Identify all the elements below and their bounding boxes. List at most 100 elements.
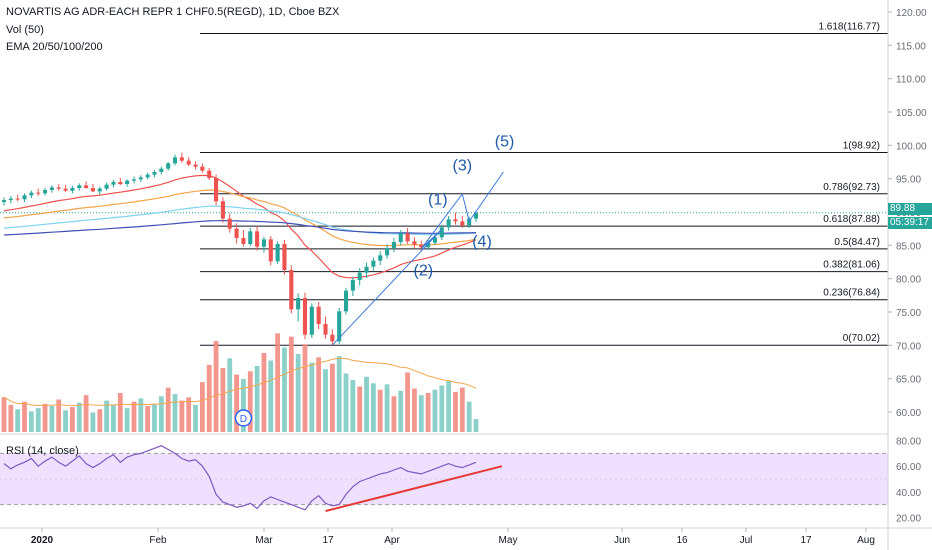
volume-bar bbox=[275, 333, 281, 432]
candle-body bbox=[63, 188, 68, 191]
price-tick-label: 85.00 bbox=[896, 241, 921, 252]
volume-bar bbox=[254, 365, 260, 432]
volume-bar bbox=[49, 406, 55, 432]
volume-bar bbox=[104, 400, 110, 432]
volume-bar bbox=[453, 391, 458, 432]
candle-body bbox=[337, 311, 342, 342]
candle-body bbox=[241, 238, 246, 244]
wave-label: (5) bbox=[495, 134, 515, 151]
volume-bar bbox=[473, 419, 479, 432]
volume-bar bbox=[391, 396, 397, 432]
candle-body bbox=[378, 255, 383, 261]
candle-body bbox=[172, 157, 178, 164]
time-tick-label: 16 bbox=[676, 535, 688, 546]
volume-indicator-label[interactable]: Vol (50) bbox=[6, 24, 44, 36]
candle-body bbox=[125, 180, 130, 184]
candle-body bbox=[398, 233, 403, 242]
volume-bar bbox=[309, 362, 315, 432]
candle-body bbox=[186, 160, 191, 165]
candle-body bbox=[36, 192, 41, 194]
volume-bar bbox=[165, 387, 171, 432]
candle-body bbox=[350, 280, 355, 291]
volume-bar bbox=[241, 378, 246, 432]
fib-level-label: 0(70.02) bbox=[843, 333, 880, 344]
volume-bar bbox=[329, 363, 335, 432]
price-tick-label: 80.00 bbox=[896, 275, 921, 286]
rsi-line bbox=[3, 445, 477, 511]
candle-body bbox=[200, 166, 205, 171]
candle-body bbox=[446, 219, 451, 228]
candle-body bbox=[29, 192, 34, 196]
candle-body bbox=[1, 200, 7, 202]
volume-bar bbox=[302, 344, 308, 432]
volume-bar bbox=[15, 409, 21, 432]
volume-bar bbox=[111, 404, 116, 432]
volume-bar bbox=[28, 411, 34, 432]
volume-bar bbox=[412, 388, 417, 432]
candle-body bbox=[49, 187, 54, 190]
volume-ma-line bbox=[3, 357, 477, 407]
candle-body bbox=[8, 198, 13, 200]
candle-body bbox=[77, 185, 82, 188]
ema-indicator-label[interactable]: EMA 20/50/100/200 bbox=[6, 41, 103, 53]
candle-body bbox=[234, 228, 239, 238]
price-tick-label: 100.00 bbox=[896, 141, 927, 152]
fib-level-label: 0.236(76.84) bbox=[823, 288, 880, 299]
candle-body bbox=[145, 174, 150, 178]
volume-bar bbox=[117, 393, 123, 432]
fib-level-label: 1(98.92) bbox=[843, 141, 880, 152]
candle-body bbox=[261, 239, 266, 247]
volume-bar bbox=[466, 401, 472, 432]
candle-body bbox=[152, 172, 157, 175]
time-tick-label: Jun bbox=[614, 535, 630, 546]
candle-body bbox=[405, 233, 410, 242]
elliott-wave[interactable]: (1) (2) (3) (4) (5) bbox=[331, 134, 515, 346]
time-tick-label: Feb bbox=[149, 535, 167, 546]
volume-bar bbox=[357, 386, 363, 432]
price-tick-label: 105.00 bbox=[896, 108, 927, 119]
volume-bar bbox=[97, 409, 103, 432]
candle-body bbox=[90, 188, 95, 192]
volume-bar bbox=[22, 401, 27, 432]
volume-bar bbox=[124, 408, 130, 432]
candle-body bbox=[56, 187, 61, 189]
candle-body bbox=[131, 179, 137, 181]
volume-bar bbox=[288, 336, 294, 432]
volume-bar bbox=[247, 371, 253, 432]
volume-bar bbox=[282, 347, 287, 432]
candle-body bbox=[282, 244, 287, 270]
time-tick-label: Apr bbox=[384, 535, 400, 546]
countdown-badge: 05:39:17 bbox=[888, 217, 932, 229]
fibonacci-levels[interactable]: 1.618(116.77) 1(98.92) 0.786(92.73) 0.618(8… bbox=[200, 22, 888, 346]
fib-level-label: 1.618(116.77) bbox=[818, 22, 880, 33]
candlesticks bbox=[1, 152, 479, 346]
volume-bar bbox=[63, 410, 68, 432]
price-tick-label: 95.00 bbox=[896, 175, 921, 186]
candle-body bbox=[460, 221, 465, 226]
candle-body bbox=[255, 231, 260, 247]
volume-bar bbox=[343, 373, 349, 432]
candle-body bbox=[268, 239, 273, 262]
candle-body bbox=[97, 188, 102, 192]
candle-body bbox=[289, 270, 294, 310]
candle-body bbox=[214, 178, 219, 202]
ema-200-line bbox=[3, 219, 477, 236]
candle-body bbox=[473, 212, 479, 219]
wave-label: (3) bbox=[453, 158, 473, 175]
candle-body bbox=[275, 244, 280, 262]
time-tick-label: Mar bbox=[255, 535, 273, 546]
wave-label: (4) bbox=[472, 234, 492, 251]
volume-bar bbox=[42, 403, 48, 432]
candle-body bbox=[118, 182, 123, 184]
candle-body bbox=[22, 195, 27, 200]
candle-body bbox=[412, 241, 417, 245]
price-tick-label: 115.00 bbox=[896, 41, 926, 52]
volume-bar bbox=[8, 404, 14, 432]
volume-bar bbox=[370, 383, 376, 432]
volume-bar bbox=[405, 372, 410, 432]
time-tick-label: 17 bbox=[800, 535, 812, 546]
volume-bar bbox=[179, 400, 185, 432]
volume-bar bbox=[364, 376, 369, 432]
price-tick-label: 65.00 bbox=[896, 375, 921, 386]
